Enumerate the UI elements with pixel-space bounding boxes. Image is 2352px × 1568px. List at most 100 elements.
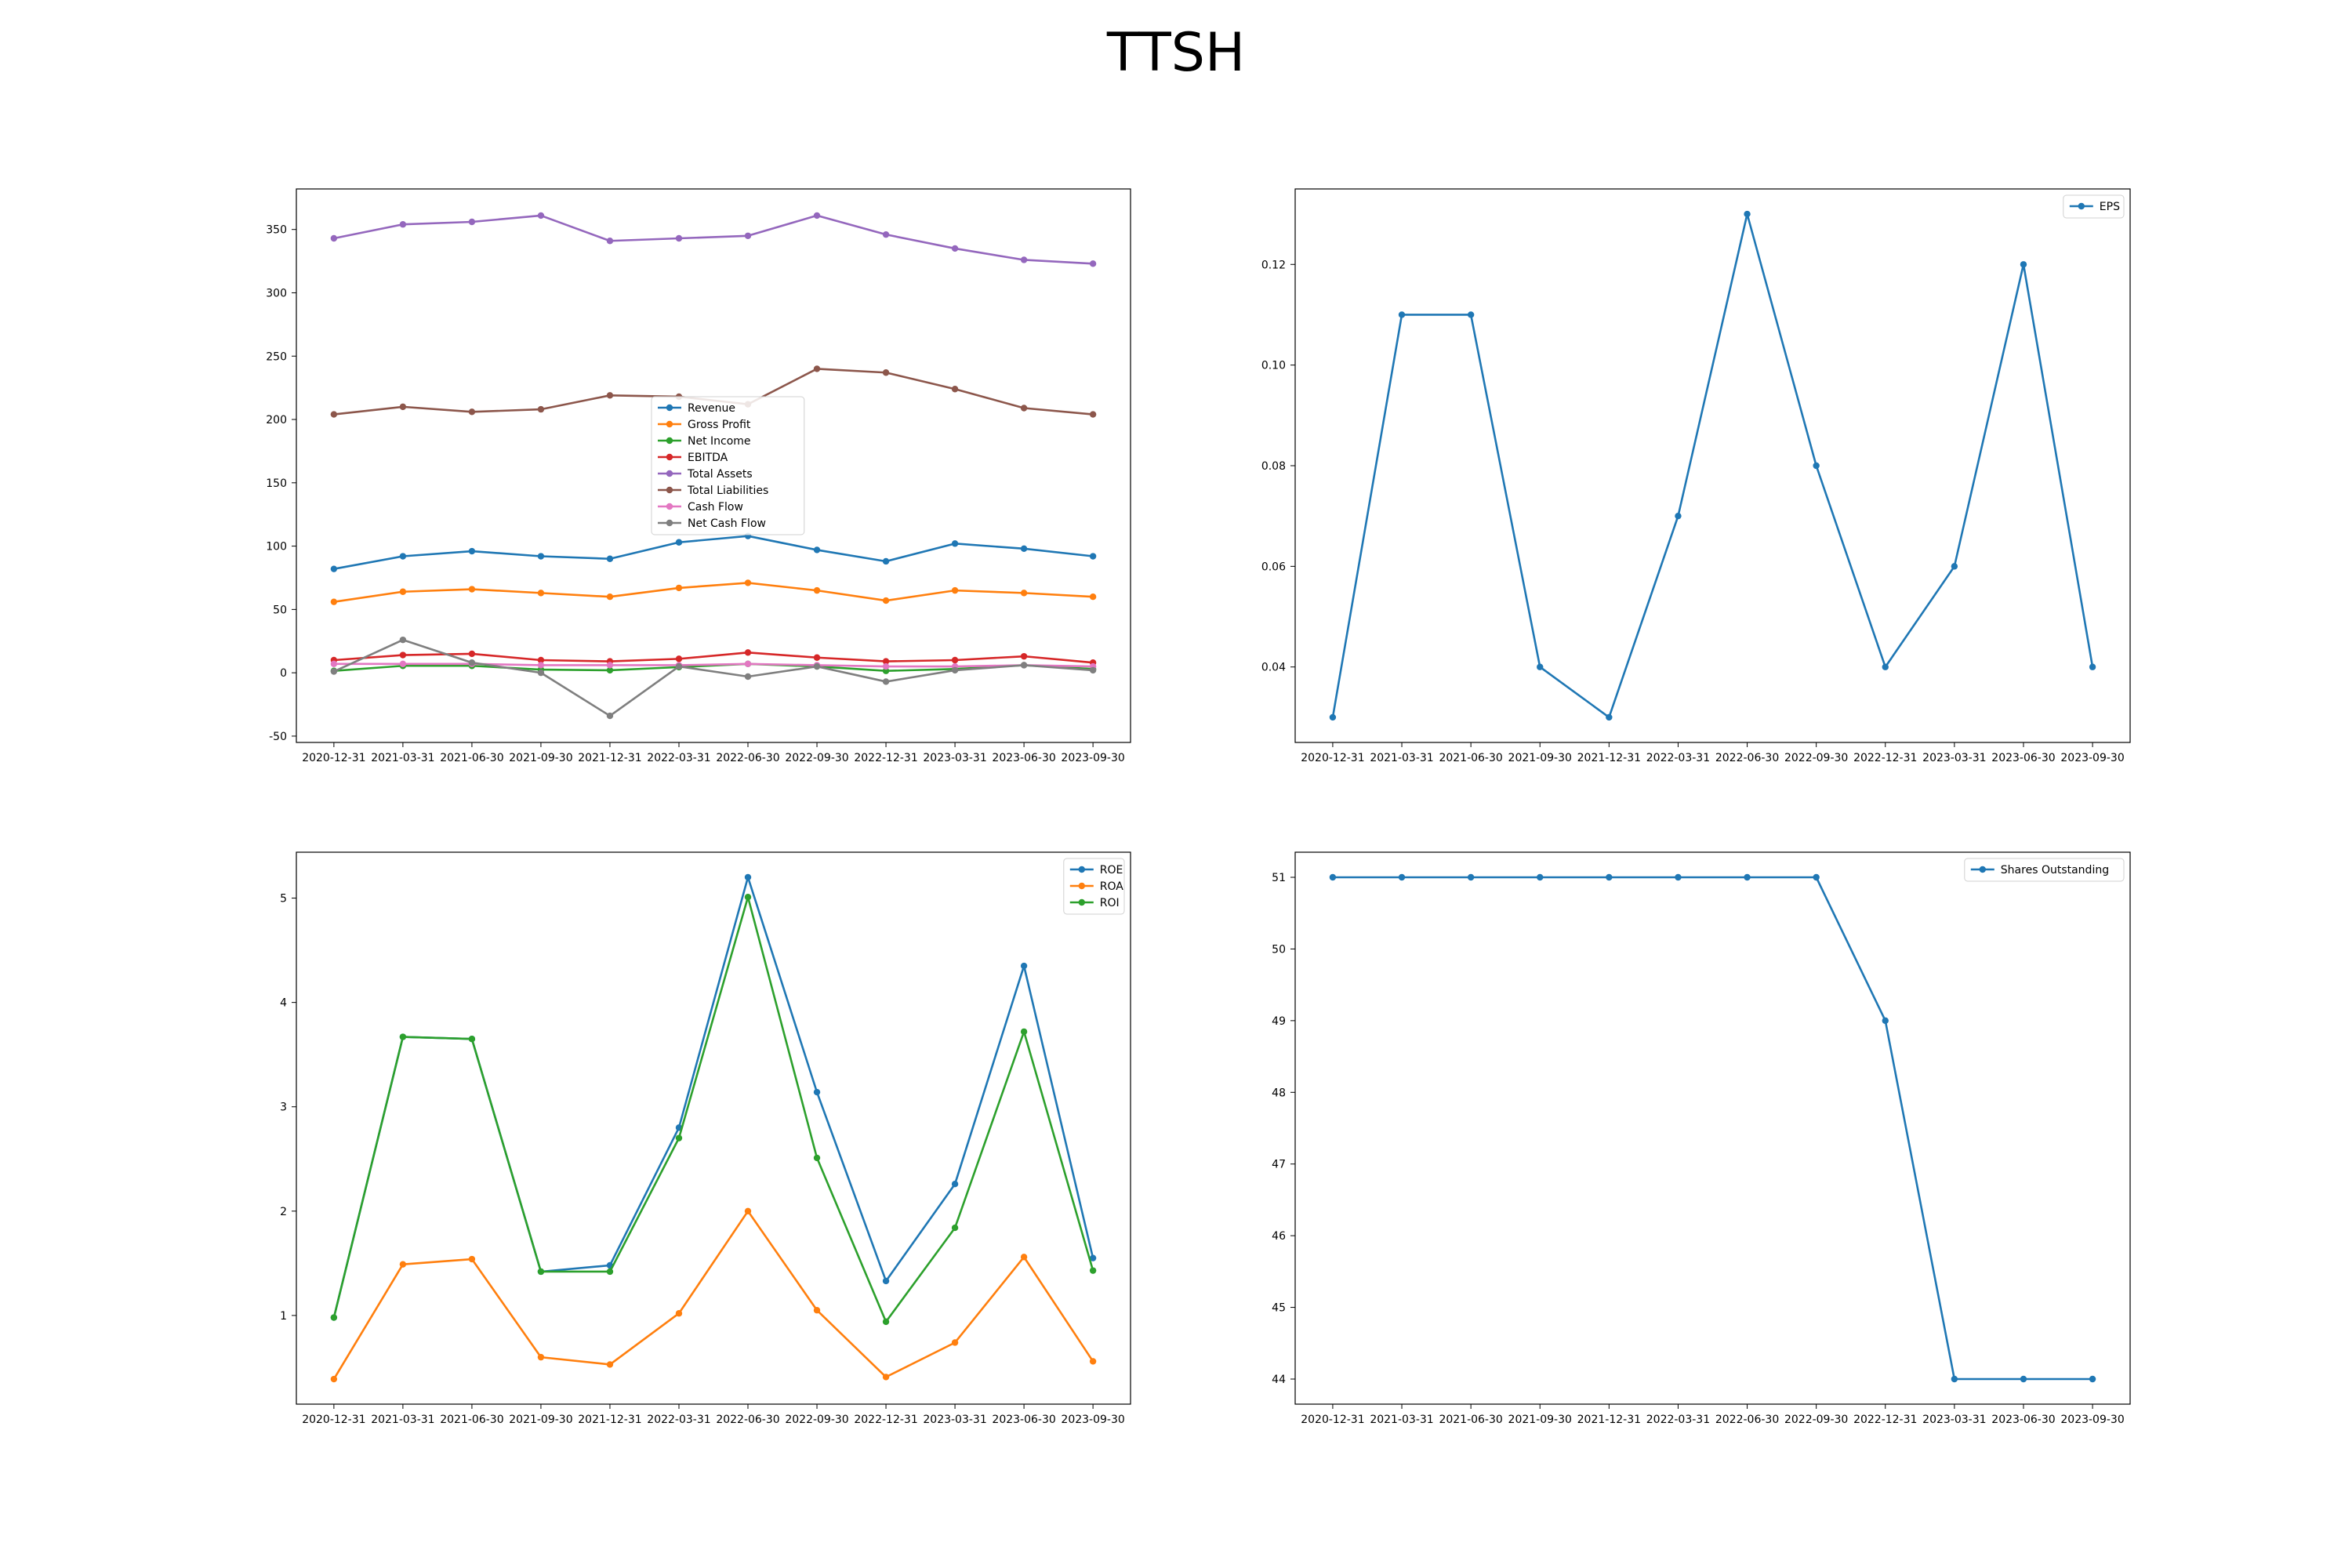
x-tick-label: 2022-09-30 [1784,1414,1848,1426]
data-point [468,408,476,416]
data-point [399,660,407,668]
data-point [1744,873,1751,881]
data-point [537,662,545,669]
data-point [744,873,752,881]
data-point [330,1375,338,1383]
x-tick-label: 2022-12-31 [1853,1414,1917,1426]
x-tick-label: 2021-09-30 [1508,752,1572,764]
legend-marker [666,470,673,477]
data-point [1675,512,1682,520]
data-point [2089,663,2096,670]
data-point [606,593,614,601]
data-point [1606,873,1613,881]
legend-label: Net Cash Flow [688,517,766,530]
legend-box [651,396,805,535]
x-tick-label: 2022-09-30 [1784,752,1848,764]
legend-label: Total Assets [687,468,753,481]
data-point [813,662,821,670]
legend-label: EPS [2100,201,2120,213]
legend-label: Revenue [688,402,735,415]
data-point [606,712,614,720]
data-point [813,654,821,661]
data-point [1329,713,1337,721]
data-point [951,1224,959,1232]
chart-returns: 2020-12-31 2021-03-31 2021-06-30 2021-09-30… [280,851,1131,1426]
data-point [399,403,407,411]
series-line [1332,876,2093,1381]
data-point [675,1134,683,1142]
figure-title: TTSH [1106,22,1246,84]
data-point [468,1036,476,1043]
data-point [537,553,545,560]
y-tick-label: 3 [280,1102,287,1114]
legend-marker [1078,898,1085,906]
data-point [330,668,338,675]
data-point [606,1361,614,1368]
data-point [399,652,407,659]
x-tick-label: 2022-12-31 [854,1414,917,1426]
data-point [468,650,476,658]
data-point [744,232,752,239]
data-point [468,1255,476,1263]
y-tick-label: 0.10 [1261,360,1286,372]
legend: EPS [2063,194,2125,219]
legend: Revenue Gross Profit Net Income EBITDA Total… [651,396,805,535]
data-point [1951,1375,1958,1383]
data-point [882,662,890,670]
data-point [537,669,545,677]
data-point [813,1088,821,1096]
x-tick-label: 2022-09-30 [785,1414,848,1426]
data-point [1675,873,1682,881]
y-tick-label: 100 [266,541,287,554]
data-point [882,1374,890,1381]
data-point [882,658,890,665]
data-point [675,539,683,546]
data-point [330,411,338,418]
data-point [1813,462,1820,470]
chart-eps: 2020-12-31 2021-03-31 2021-06-30 2021-09-30… [1261,188,2131,764]
data-point [951,540,959,547]
data-point [1398,311,1406,318]
x-tick-label: 2021-03-31 [1370,752,1433,764]
data-point [2020,261,2027,268]
x-tick-label: 2023-06-30 [1991,752,2055,764]
x-tick-label: 2023-06-30 [992,1414,1055,1426]
legend-label: EBITDA [688,452,728,464]
data-point [744,579,752,586]
legend: Shares Outstanding [1964,858,2125,882]
y-tick-label: 48 [1272,1087,1286,1099]
x-tick-label: 2022-06-30 [1715,1414,1779,1426]
data-point [813,365,821,372]
legend: ROE ROA ROI [1063,858,1125,915]
data-point [951,1339,959,1346]
x-tick-label: 2022-12-31 [1853,752,1917,764]
data-point [1537,873,1544,881]
data-point [744,649,752,656]
legend-marker [1078,882,1085,890]
data-point [1329,873,1337,881]
data-point [951,586,959,594]
data-point [537,590,545,597]
plot-frame [1294,851,2131,1405]
y-tick-label: 51 [1272,872,1286,884]
data-point [606,555,614,562]
data-point [1882,663,1889,670]
y-tick-label: 150 [266,477,287,490]
series-line [333,651,1094,664]
y-tick-label: 45 [1272,1302,1286,1315]
x-tick-label: 2022-03-31 [1646,752,1710,764]
legend-marker [666,404,673,412]
data-point [537,1268,545,1276]
x-tick-label: 2023-03-31 [923,1414,986,1426]
data-point [468,659,476,666]
data-point [330,660,338,668]
x-tick-label: 2022-03-31 [647,1414,710,1426]
x-tick-label: 2023-09-30 [1061,1414,1124,1426]
x-tick-label: 2021-06-30 [440,752,503,764]
legend-marker [2078,202,2085,210]
data-point [330,598,338,605]
data-point [1813,873,1820,881]
data-point [951,386,959,393]
series-line [332,876,1094,1318]
x-tick-label: 2021-12-31 [1577,1414,1641,1426]
